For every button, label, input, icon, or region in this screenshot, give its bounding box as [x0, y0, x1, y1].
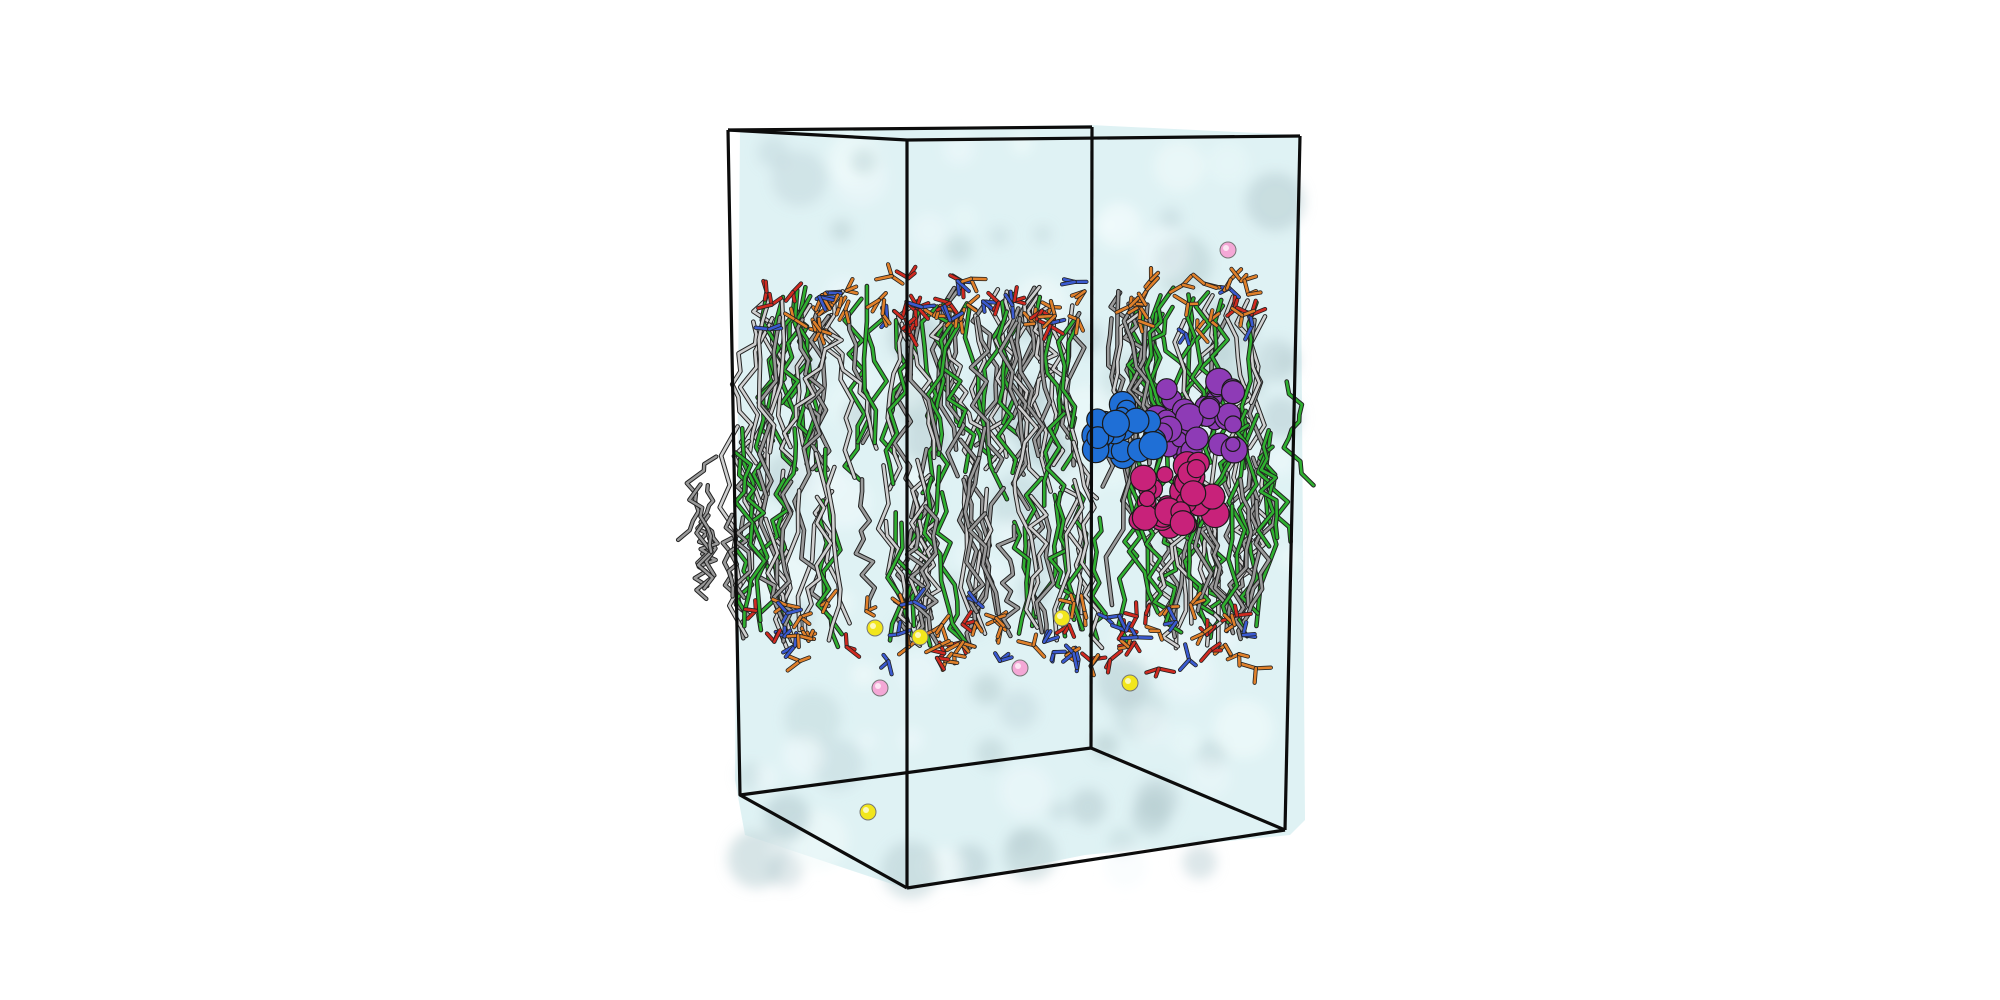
- box-front-bottom-edge: [906, 828, 1286, 890]
- box-front-left-edge: [726, 129, 908, 890]
- box-front-right-edge: [1283, 135, 1302, 831]
- peptide-cluster: [1081, 367, 1248, 539]
- box-back-right-edge: [1089, 126, 1094, 749]
- box-bottom-right-edge: [1090, 746, 1286, 832]
- ions: [859, 241, 1237, 821]
- box-back-bottom-edge: [739, 746, 1092, 797]
- simulation-box-outline: [726, 125, 1302, 890]
- membrane-bilayer: [675, 262, 1316, 685]
- box-back-top-edge: [727, 125, 1093, 132]
